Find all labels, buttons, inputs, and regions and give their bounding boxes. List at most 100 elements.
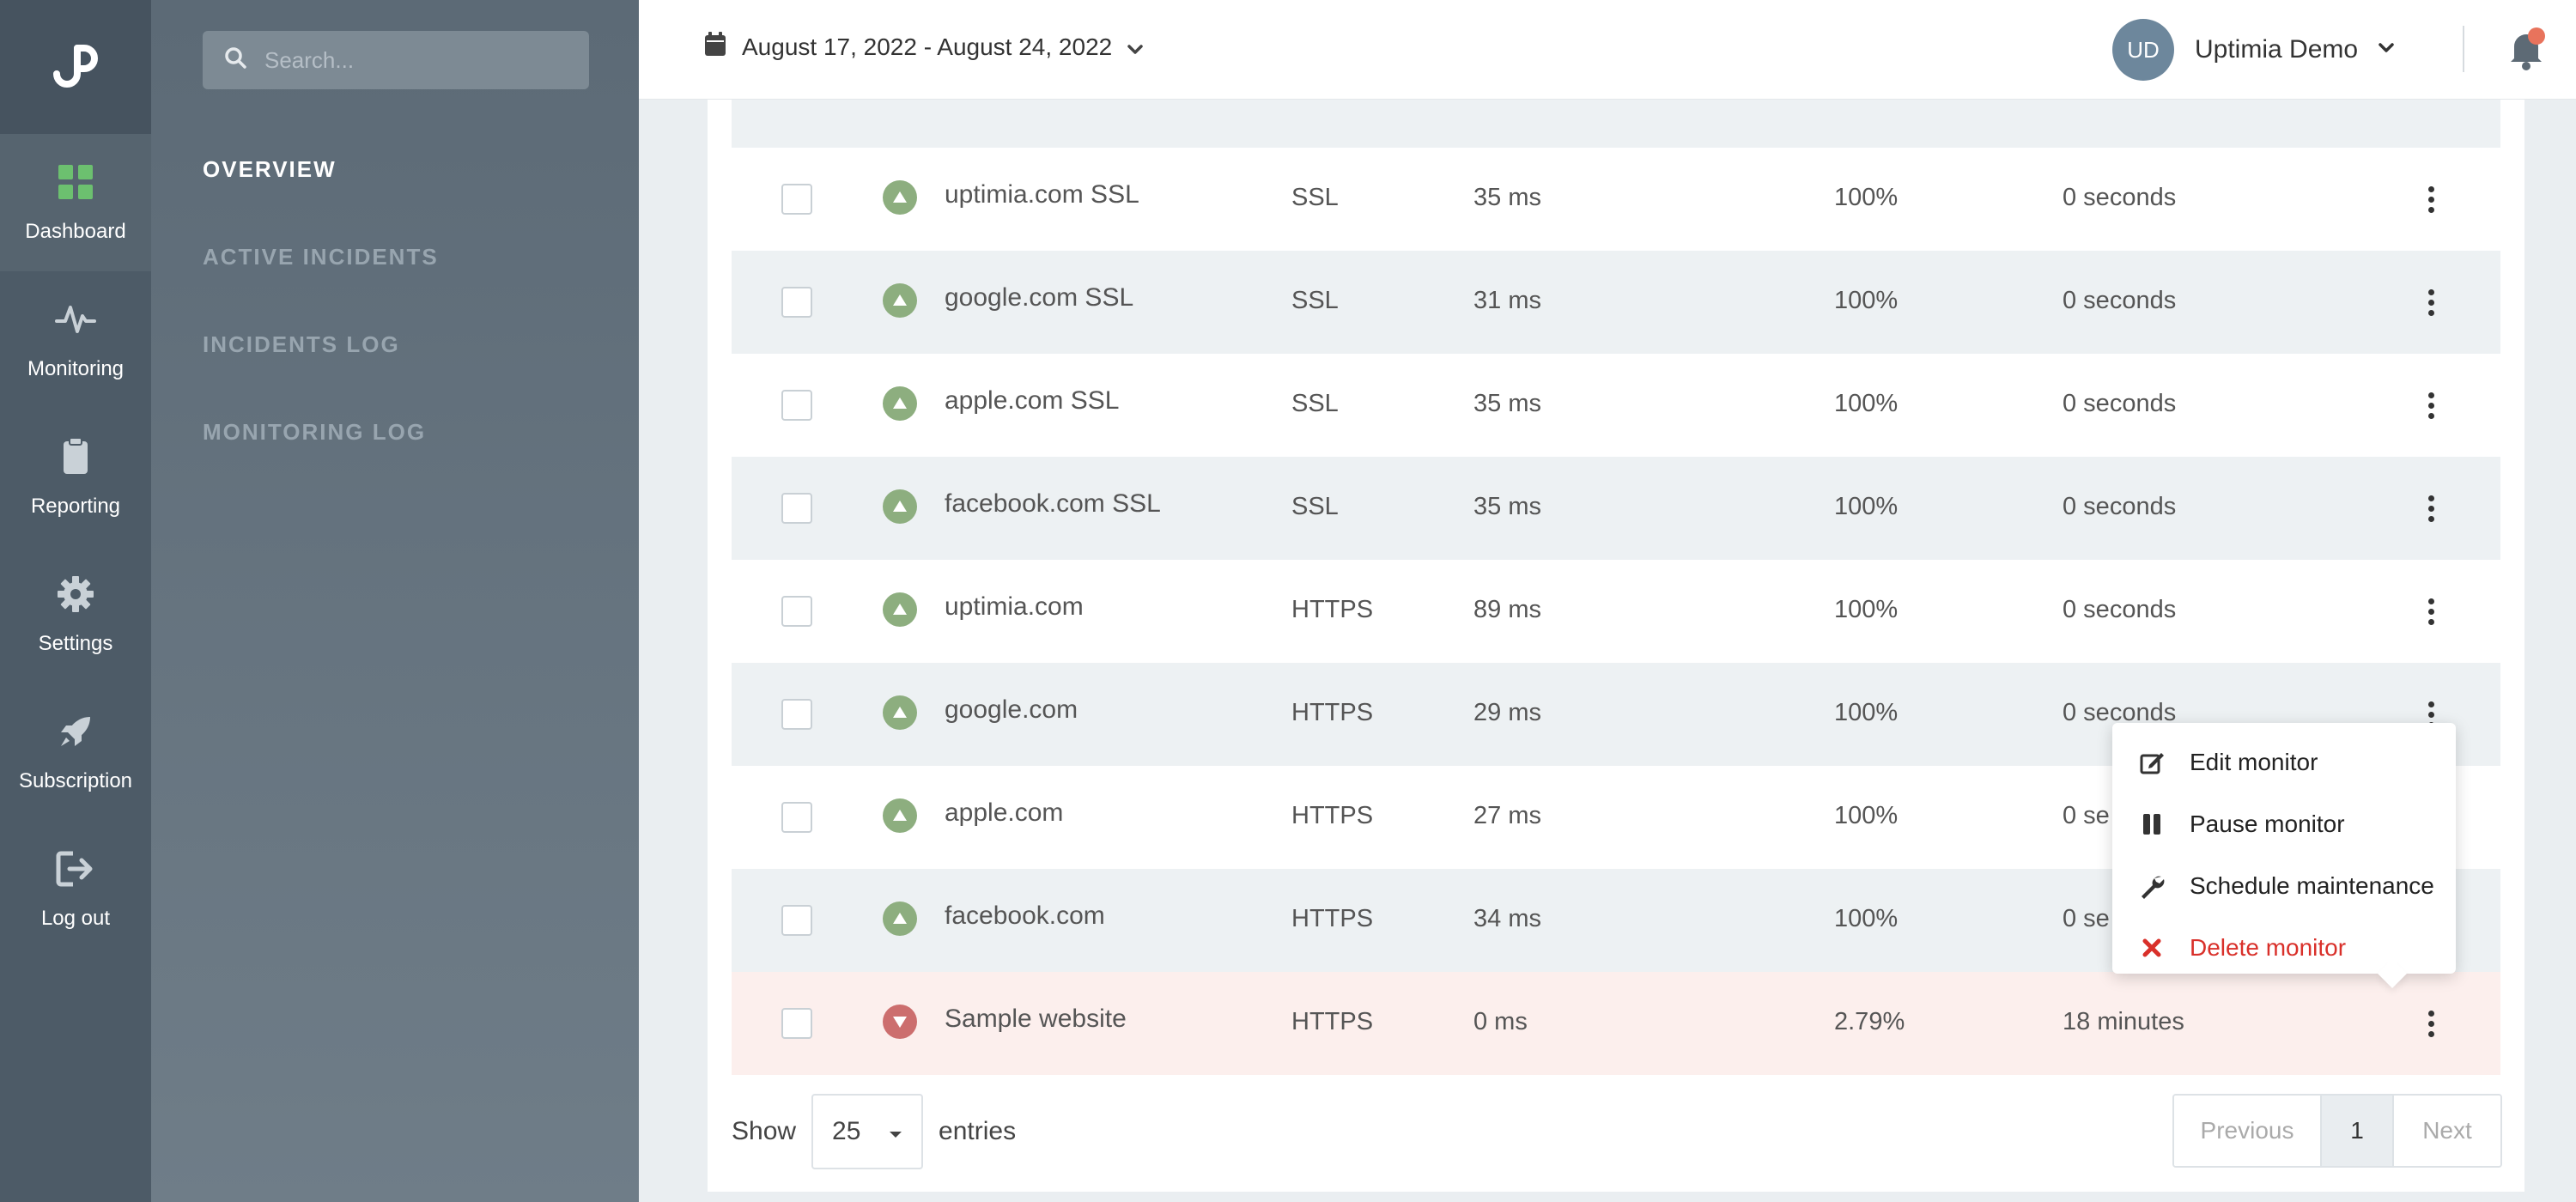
monitor-name[interactable]: facebook.com bbox=[945, 902, 1105, 930]
more-vertical-icon[interactable] bbox=[2418, 385, 2444, 426]
menu-item-label: Delete monitor bbox=[2190, 934, 2347, 961]
logo[interactable] bbox=[0, 0, 151, 134]
nav-label-reporting: Reporting bbox=[30, 495, 121, 518]
status-down-icon bbox=[883, 1005, 917, 1039]
monitor-type: HTTPS bbox=[1291, 596, 1374, 623]
search-box[interactable] bbox=[203, 31, 589, 89]
uptime-value: 100% bbox=[1834, 390, 1899, 417]
row-checkbox[interactable] bbox=[781, 184, 812, 215]
entries-label: entries bbox=[939, 1117, 1017, 1145]
table-row[interactable]: uptimia.com SSL SSL 35 ms 100% 0 seconds bbox=[732, 148, 2500, 251]
page-size-select[interactable]: 25 bbox=[811, 1094, 924, 1169]
menu-item-edit-monitor[interactable]: Edit monitor bbox=[2112, 732, 2456, 793]
nav-item-subscription[interactable]: Subscription bbox=[0, 683, 151, 821]
monitor-name[interactable]: apple.com SSL bbox=[945, 386, 1120, 415]
chevron-down-icon bbox=[2379, 42, 2394, 58]
top-header: August 17, 2022 - August 24, 2022 UD Upt… bbox=[639, 0, 2576, 100]
row-checkbox[interactable] bbox=[781, 596, 812, 627]
status-up-icon bbox=[883, 386, 917, 421]
nav-label-monitoring: Monitoring bbox=[27, 357, 125, 380]
nav-item-reporting[interactable]: Reporting bbox=[0, 409, 151, 546]
pause-icon bbox=[2138, 810, 2166, 838]
subnav-item-incidents-log[interactable]: INCIDENTS LOG bbox=[203, 331, 400, 357]
nav-item-logout[interactable]: Log out bbox=[0, 821, 151, 958]
more-vertical-icon[interactable] bbox=[2418, 488, 2444, 529]
chevron-down-icon bbox=[1127, 33, 1143, 61]
table-row[interactable]: facebook.com SSL SSL 35 ms 100% 0 seconds bbox=[732, 457, 2500, 560]
next-page-button[interactable]: Next bbox=[2394, 1096, 2500, 1166]
monitor-name[interactable]: Sample website bbox=[945, 1005, 1127, 1033]
response-time: 29 ms bbox=[1473, 699, 1541, 726]
status-up-icon bbox=[883, 180, 917, 215]
more-vertical-icon[interactable] bbox=[2418, 179, 2444, 220]
row-checkbox[interactable] bbox=[781, 493, 812, 524]
row-checkbox[interactable] bbox=[781, 1008, 812, 1039]
monitors-card: uptimia.com SSL SSL 35 ms 100% 0 seconds goog… bbox=[708, 100, 2524, 1192]
page-1-button[interactable]: 1 bbox=[2320, 1096, 2394, 1166]
response-time: 89 ms bbox=[1473, 596, 1541, 623]
more-vertical-icon[interactable] bbox=[2418, 591, 2444, 632]
notifications-button[interactable] bbox=[2506, 26, 2547, 72]
more-vertical-icon[interactable] bbox=[2418, 1003, 2444, 1044]
monitor-type: HTTPS bbox=[1291, 699, 1374, 726]
monitor-type: HTTPS bbox=[1291, 905, 1374, 932]
table-row[interactable]: apple.com HTTPS 27 ms 100% 0 se bbox=[732, 766, 2500, 869]
nav-item-dashboard[interactable]: Dashboard bbox=[0, 134, 151, 271]
monitor-name[interactable]: uptimia.com bbox=[945, 592, 1084, 621]
status-up-icon bbox=[883, 592, 917, 627]
monitor-name[interactable]: uptimia.com SSL bbox=[945, 180, 1139, 209]
uptime-value: 100% bbox=[1834, 596, 1899, 623]
page-size-value: 25 bbox=[832, 1117, 861, 1145]
nav-item-monitoring[interactable]: Monitoring bbox=[0, 271, 151, 409]
user-menu[interactable]: UD Uptimia Demo bbox=[2112, 19, 2394, 81]
response-time: 35 ms bbox=[1473, 390, 1541, 417]
date-range-picker[interactable]: August 17, 2022 - August 24, 2022 bbox=[704, 31, 1143, 63]
pagination: Previous 1 Next bbox=[2172, 1094, 2502, 1168]
previous-page-button[interactable]: Previous bbox=[2174, 1096, 2320, 1166]
downtime-value: 0 seconds bbox=[2063, 699, 2177, 726]
subnav-item-overview[interactable]: OVERVIEW bbox=[203, 156, 337, 182]
more-vertical-icon[interactable] bbox=[2418, 282, 2444, 323]
table-row[interactable]: apple.com SSL SSL 35 ms 100% 0 seconds bbox=[732, 354, 2500, 457]
row-checkbox[interactable] bbox=[781, 390, 812, 421]
table-row[interactable]: google.com SSL SSL 31 ms 100% 0 seconds bbox=[732, 251, 2500, 354]
menu-item-schedule-maintenance[interactable]: Schedule maintenance bbox=[2112, 855, 2456, 917]
row-checkbox[interactable] bbox=[781, 699, 812, 730]
grid-icon bbox=[55, 161, 96, 203]
nav-label-settings: Settings bbox=[38, 632, 113, 655]
status-up-icon bbox=[883, 489, 917, 524]
avatar: UD bbox=[2112, 19, 2174, 81]
monitor-type: SSL bbox=[1291, 184, 1339, 211]
subnav-item-monitoring-log[interactable]: MONITORING LOG bbox=[203, 419, 427, 445]
monitor-type: SSL bbox=[1291, 390, 1339, 417]
response-time: 35 ms bbox=[1473, 184, 1541, 211]
close-icon bbox=[2138, 934, 2166, 962]
monitor-name[interactable]: apple.com bbox=[945, 798, 1064, 827]
row-checkbox[interactable] bbox=[781, 802, 812, 833]
row-checkbox[interactable] bbox=[781, 287, 812, 318]
show-label: Show bbox=[732, 1117, 797, 1145]
monitor-type: HTTPS bbox=[1291, 802, 1374, 829]
edit-icon bbox=[2138, 749, 2166, 776]
uptime-value: 100% bbox=[1834, 905, 1899, 932]
table-row[interactable]: uptimia.com HTTPS 89 ms 100% 0 seconds bbox=[732, 560, 2500, 663]
monitor-name[interactable]: google.com bbox=[945, 695, 1078, 724]
monitor-name[interactable]: google.com SSL bbox=[945, 283, 1134, 312]
user-name: Uptimia Demo bbox=[2195, 35, 2359, 64]
row-checkbox[interactable] bbox=[781, 905, 812, 936]
nav-item-settings[interactable]: Settings bbox=[0, 546, 151, 683]
nav-label-logout: Log out bbox=[40, 907, 111, 930]
monitor-type: HTTPS bbox=[1291, 1008, 1374, 1035]
table-row[interactable]: Sample website HTTPS 0 ms 2.79% 18 minutes bbox=[732, 972, 2500, 1075]
search-icon bbox=[223, 46, 247, 76]
main-nav-rail: Dashboard Monitoring Reporting Settings … bbox=[0, 0, 151, 1202]
menu-item-delete-monitor[interactable]: Delete monitor bbox=[2112, 917, 2456, 979]
uptime-value: 100% bbox=[1834, 184, 1899, 211]
monitor-name[interactable]: facebook.com SSL bbox=[945, 489, 1161, 518]
subnav-item-active-incidents[interactable]: ACTIVE INCIDENTS bbox=[203, 244, 439, 270]
pulse-icon bbox=[55, 299, 96, 340]
search-input[interactable] bbox=[264, 46, 574, 74]
downtime-value: 0 seconds bbox=[2063, 390, 2177, 417]
menu-item-pause-monitor[interactable]: Pause monitor bbox=[2112, 793, 2456, 855]
downtime-value: 0 seconds bbox=[2063, 287, 2177, 314]
